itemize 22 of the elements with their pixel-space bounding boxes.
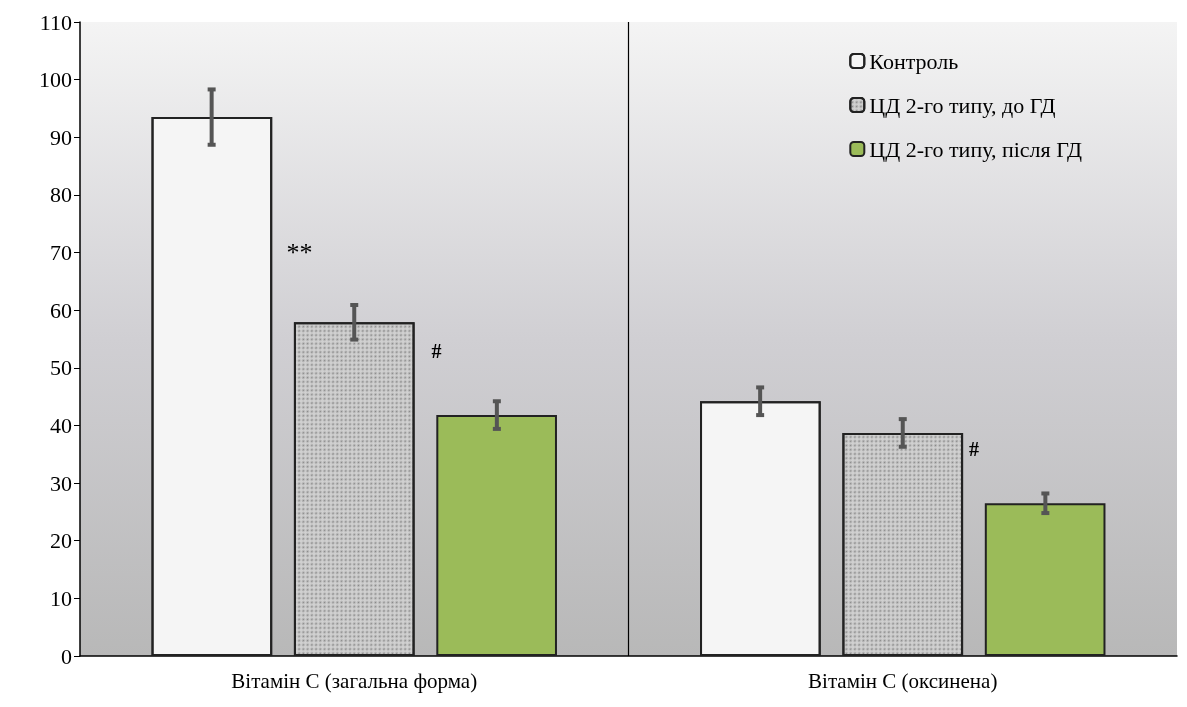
bar — [436, 415, 557, 656]
legend-label: ЦД 2-го типу, до ГД — [869, 92, 1056, 118]
bar — [984, 503, 1106, 656]
legend-label: Контроль — [869, 48, 959, 74]
x-tick-label: Вітамін С (загальна форма) — [231, 668, 478, 693]
y-tick-label: 0 — [61, 643, 72, 669]
y-tick-label: 30 — [50, 470, 72, 496]
legend-label: ЦД 2-го типу, після ГД — [869, 136, 1083, 162]
y-tick-label: 60 — [50, 297, 72, 323]
x-tick-label: Вітамін С (оксинена) — [808, 668, 998, 693]
y-tick-label: 20 — [50, 528, 72, 554]
y-tick-label: 50 — [50, 355, 72, 381]
y-tick-label: 10 — [50, 585, 72, 611]
y-tick-label: 70 — [50, 240, 72, 266]
annotation: ** — [286, 238, 313, 268]
annotation: # — [969, 437, 980, 460]
y-tick-label: 110 — [39, 9, 72, 35]
annotation: # — [431, 339, 442, 362]
y-tick-label: 90 — [50, 124, 72, 150]
y-tick-label: 100 — [39, 67, 72, 93]
y-tick-label: 40 — [50, 412, 72, 438]
y-tick-label: 80 — [50, 182, 72, 208]
